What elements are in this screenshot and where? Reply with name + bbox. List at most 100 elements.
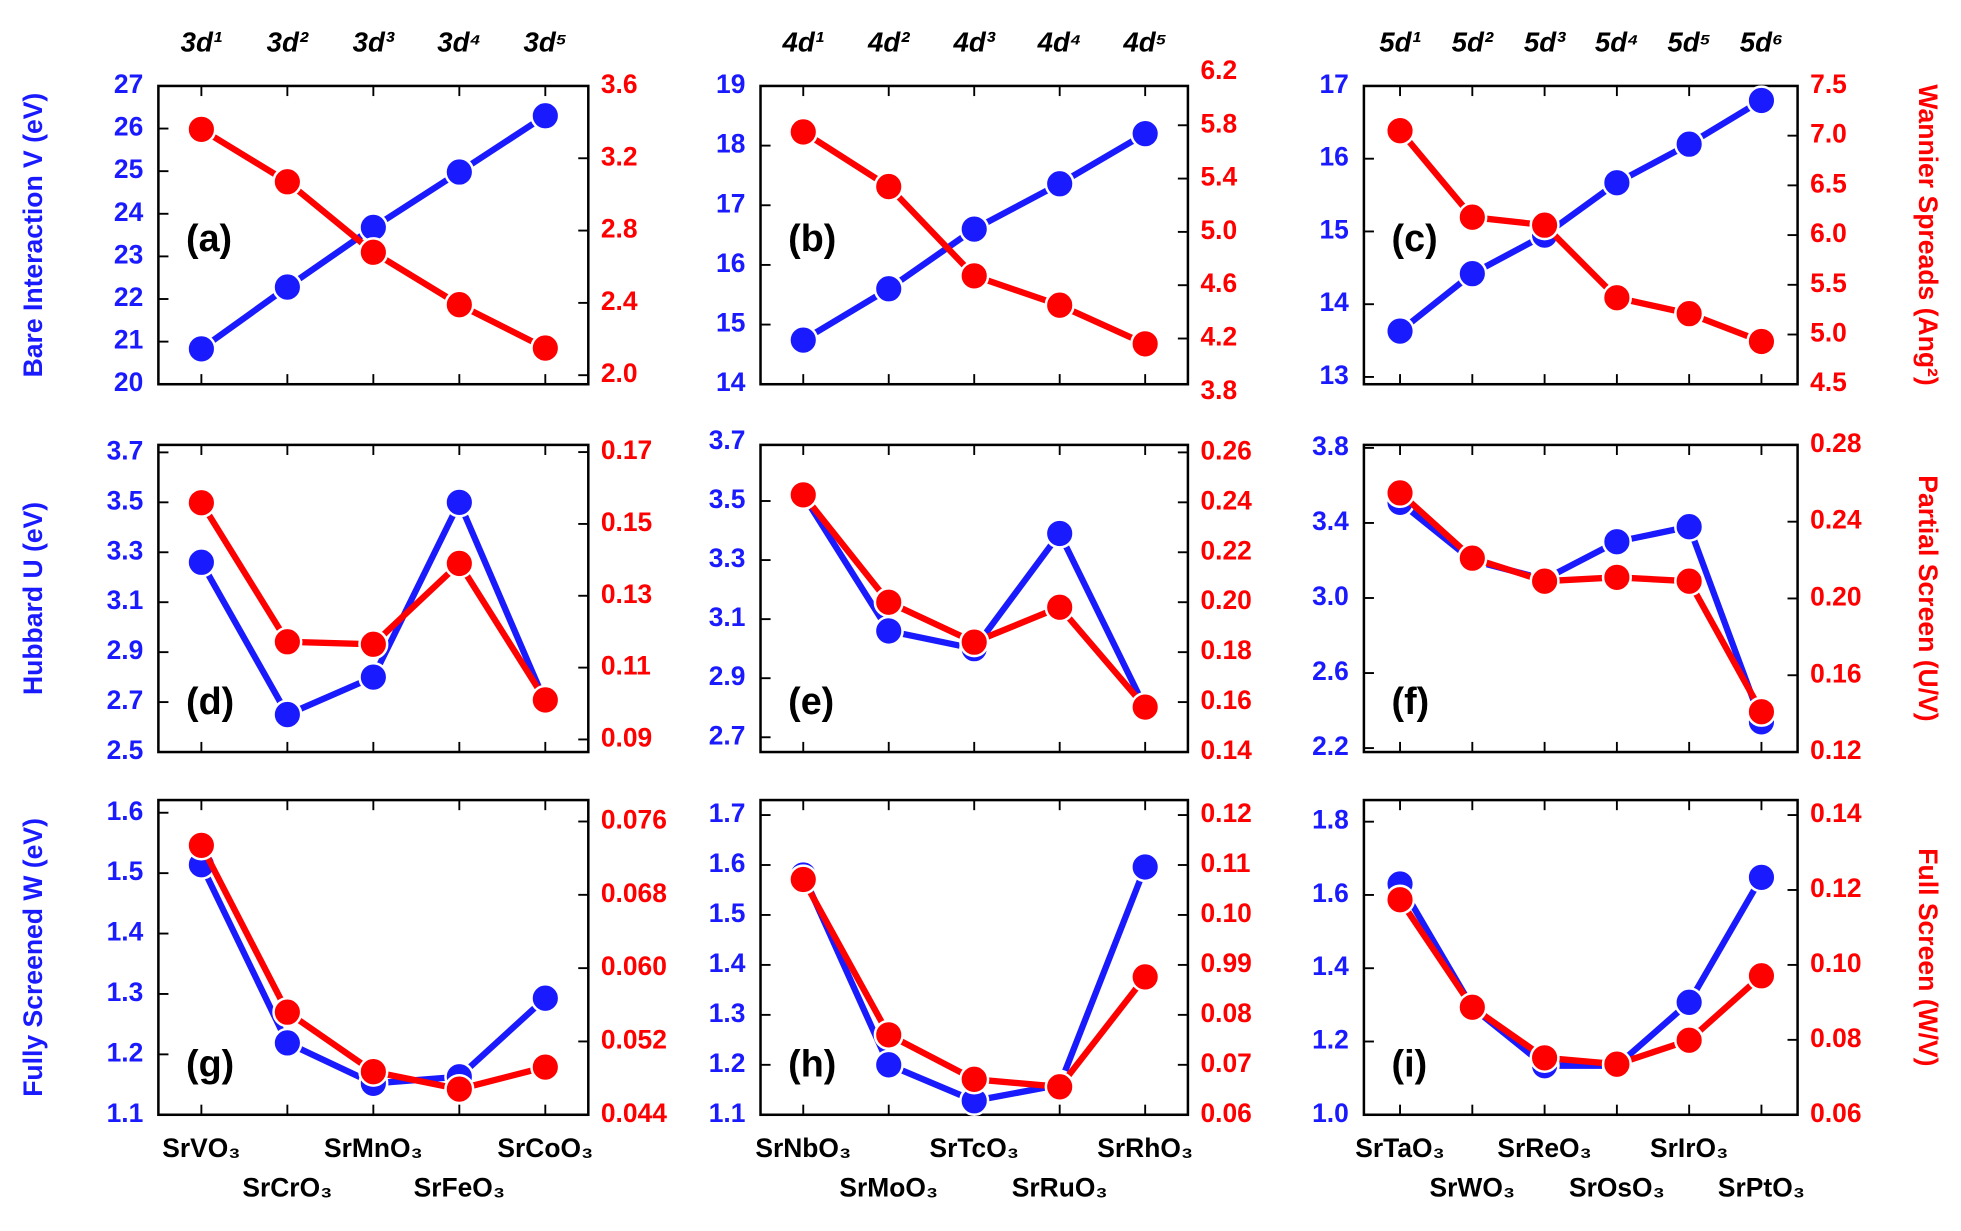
panel-label: (g): [186, 1044, 234, 1086]
y-tick-label: 3.1: [107, 585, 144, 615]
data-point: [788, 116, 819, 148]
data-point: [788, 864, 819, 895]
panel-label: (c): [1392, 218, 1438, 260]
x-category-label: 4d⁵: [1122, 27, 1166, 58]
y-axis-label: Bare Interaction V (eV): [18, 93, 48, 378]
x-category-label: SrCoO₃: [497, 1133, 593, 1163]
data-point: [1529, 566, 1560, 597]
y-tick-label: 3.7: [107, 435, 144, 465]
y-tick-label: 14: [716, 367, 746, 397]
y2-tick-label: 0.12: [1200, 798, 1251, 828]
panel-label: (b): [788, 218, 836, 260]
x-category-label: SrPtO₃: [1718, 1172, 1805, 1202]
data-point: [959, 260, 990, 292]
data-point: [959, 626, 990, 658]
y2-tick-label: 2.4: [601, 286, 638, 316]
x-category-label: 3d²: [267, 27, 309, 58]
data-point: [1044, 290, 1075, 321]
data-point: [1529, 209, 1560, 241]
x-category-label: SrMoO₃: [839, 1172, 938, 1202]
data-point: [959, 213, 990, 245]
data-point: [788, 479, 819, 511]
y-tick-label: 18: [716, 129, 745, 159]
data-point: [444, 1073, 475, 1105]
x-category-label: 5d⁴: [1595, 27, 1639, 58]
x-category-label: 5d⁵: [1667, 27, 1710, 58]
data-point: [186, 333, 217, 365]
panel-label: (f): [1392, 681, 1430, 723]
data-point: [873, 1049, 904, 1080]
y-tick-label: 1.4: [709, 948, 746, 978]
y-tick-label: 16: [1319, 142, 1348, 172]
y-tick-label: 3.3: [107, 535, 144, 565]
data-point: [272, 699, 303, 730]
data-point: [1529, 1042, 1560, 1073]
data-point: [1601, 562, 1632, 593]
data-point: [959, 1064, 990, 1095]
y-tick-label: 3.5: [709, 484, 746, 514]
data-point: [272, 166, 303, 197]
y-axis-label: Hubbard U (eV): [18, 502, 48, 695]
y-tick-label: 16: [716, 248, 745, 278]
data-point: [1044, 1071, 1075, 1102]
y-tick-label: 1.3: [107, 977, 144, 1007]
y-tick-label: 2.9: [709, 661, 746, 691]
y-tick-label: 3.5: [107, 485, 144, 515]
y2-tick-label: 0.11: [601, 651, 651, 681]
data-point: [1674, 1025, 1705, 1056]
data-point: [788, 324, 819, 356]
y-tick-label: 21: [114, 325, 143, 355]
data-point: [1044, 168, 1075, 199]
data-point: [530, 1051, 561, 1083]
y-tick-label: 1.3: [709, 998, 746, 1028]
y-tick-label: 3.0: [1312, 581, 1349, 611]
y2-axis-label: Partial Screen (U/V): [1913, 475, 1943, 721]
y2-tick-label: 7.0: [1810, 119, 1847, 149]
y2-tick-label: 0.13: [601, 579, 652, 609]
y-tick-label: 3.8: [1312, 431, 1349, 461]
y-tick-label: 22: [114, 282, 143, 312]
data-point: [873, 171, 904, 202]
data-point: [1130, 328, 1161, 360]
x-category-label: 5d³: [1524, 27, 1566, 58]
y-tick-label: 2.7: [107, 685, 144, 715]
x-category-label: 3d³: [353, 27, 395, 58]
y-tick-label: 2.9: [107, 635, 144, 665]
data-point: [1130, 691, 1161, 723]
series-line: [1397, 128, 1763, 345]
data-point: [1746, 696, 1777, 727]
data-point: [444, 487, 475, 518]
data-point: [1130, 118, 1161, 149]
x-category-label: 4d⁴: [1037, 27, 1082, 58]
data-point: [1457, 542, 1488, 574]
data-point: [1384, 115, 1416, 146]
y-tick-label: 2.5: [107, 735, 144, 765]
series-line: [800, 493, 1148, 710]
data-point: [1674, 987, 1705, 1018]
y2-axis-label: Full Screen (W/V): [1913, 848, 1943, 1066]
data-point: [358, 1056, 389, 1087]
y-tick-label: 1.6: [107, 796, 144, 826]
y2-tick-label: 0.052: [601, 1024, 667, 1054]
y2-tick-label: 0.26: [1200, 435, 1251, 465]
data-point: [444, 289, 475, 320]
y2-tick-label: 4.2: [1200, 321, 1237, 351]
data-point: [1674, 566, 1705, 597]
y-tick-label: 1.0: [1312, 1098, 1349, 1128]
y2-tick-label: 0.16: [1810, 658, 1861, 688]
data-point: [272, 626, 303, 657]
x-category-label: SrFeO₃: [414, 1172, 505, 1202]
data-point: [272, 1027, 303, 1059]
x-category-label: SrRhO₃: [1097, 1133, 1193, 1163]
y-tick-label: 1.1: [107, 1098, 144, 1128]
y-tick-label: 26: [114, 112, 143, 142]
y2-tick-label: 0.08: [1200, 998, 1251, 1028]
data-point: [1601, 282, 1632, 313]
data-point: [1746, 960, 1777, 991]
y2-tick-label: 0.09: [601, 722, 652, 752]
y-tick-label: 1.4: [107, 917, 144, 947]
y-tick-label: 3.1: [709, 602, 746, 632]
x-category-label: SrMnO₃: [324, 1133, 423, 1163]
y2-tick-label: 6.5: [1810, 168, 1847, 198]
y-tick-label: 3.4: [1312, 506, 1349, 536]
